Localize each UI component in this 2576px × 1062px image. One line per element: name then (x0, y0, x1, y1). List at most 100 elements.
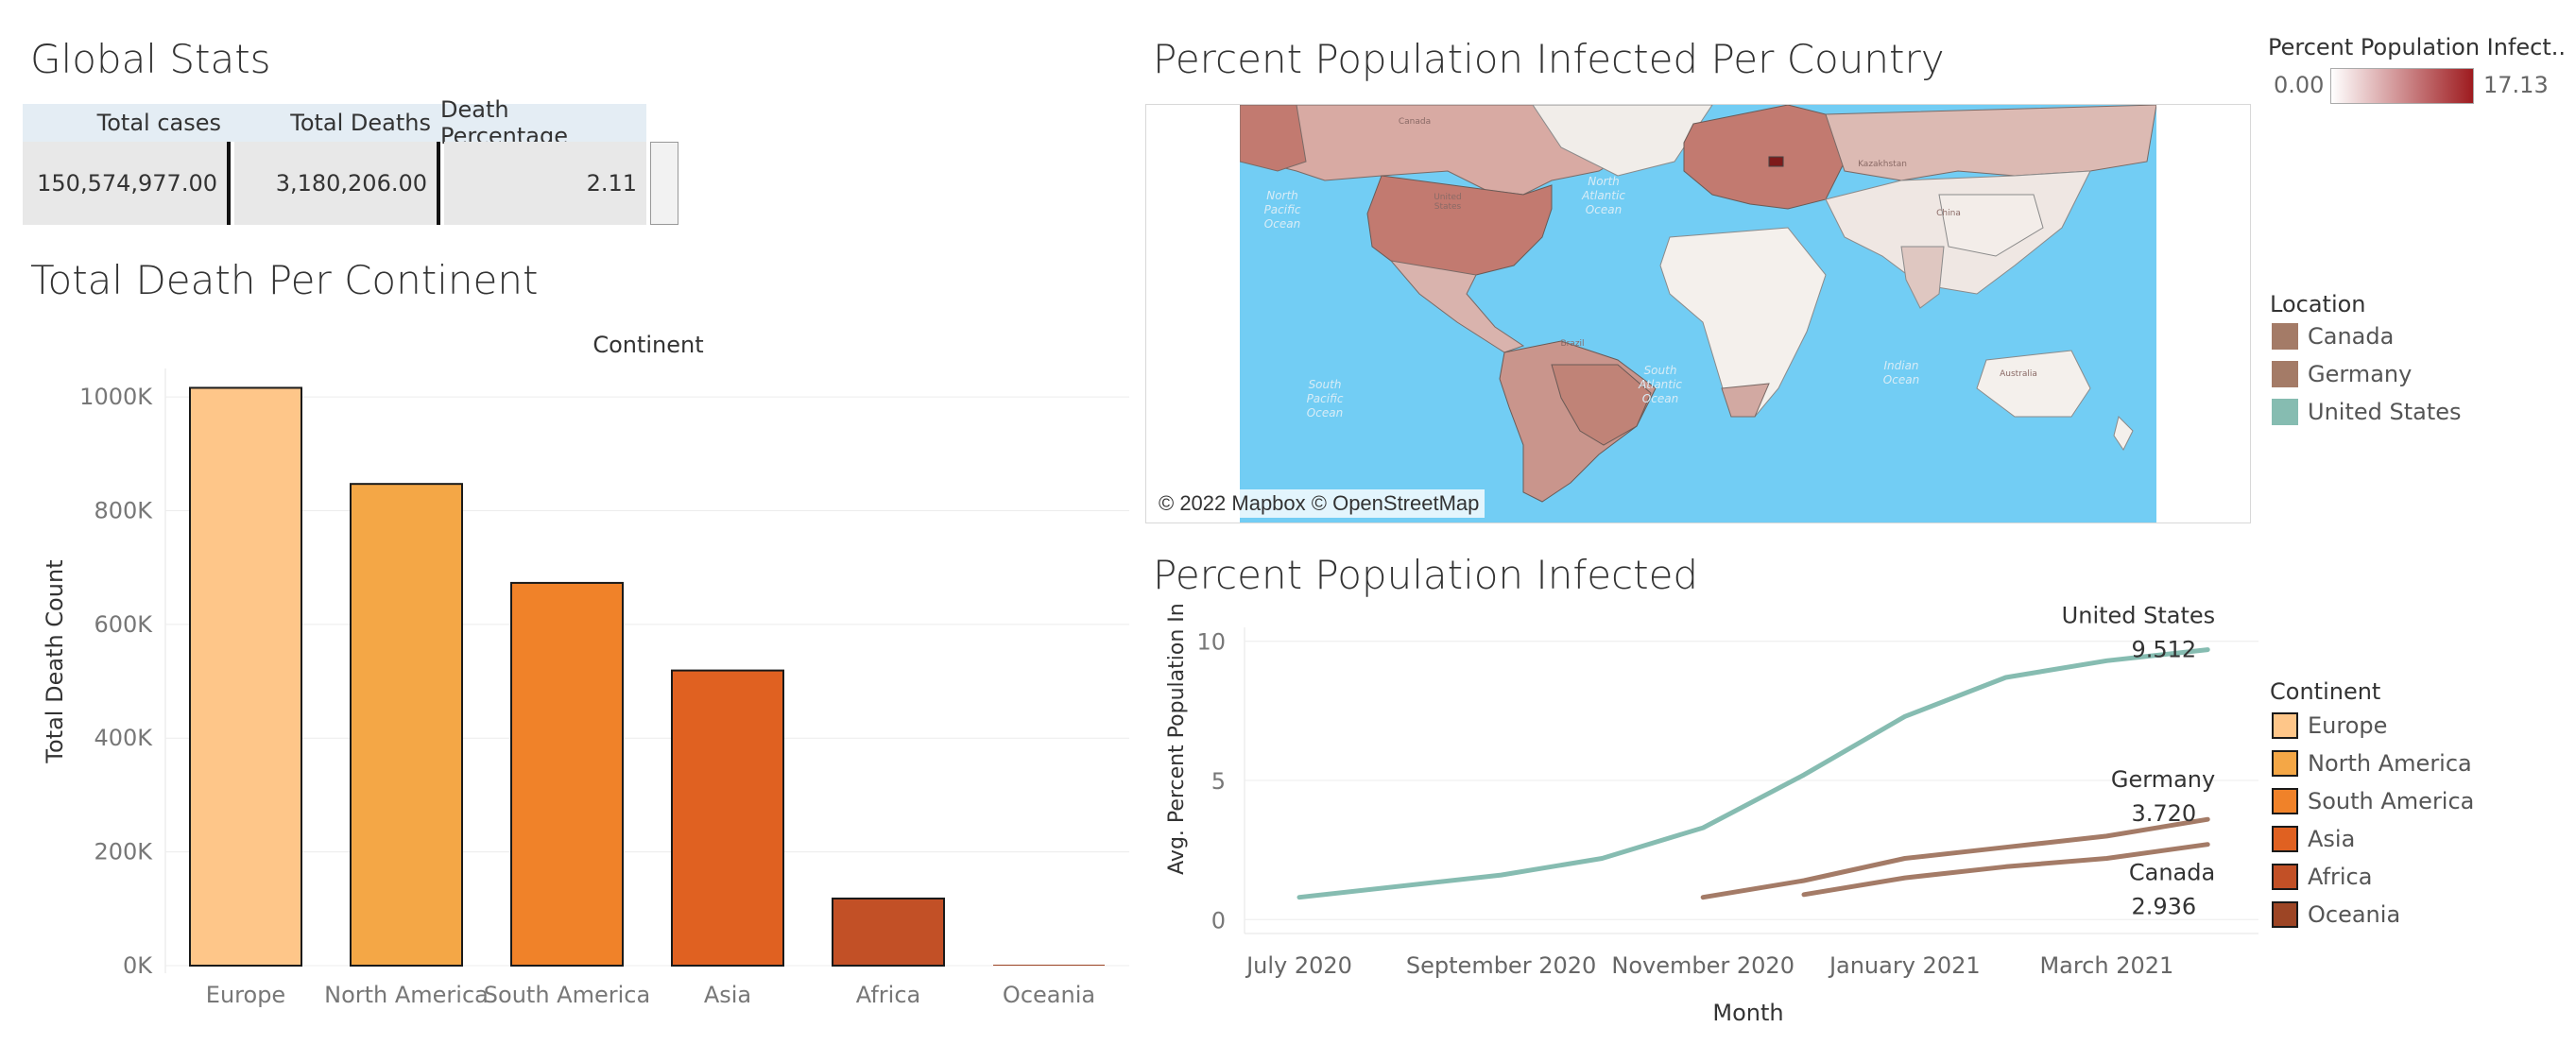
color-legend-max: 17.13 (2483, 72, 2549, 98)
label-south-atlantic: South Atlantic Ocean (1638, 364, 1682, 405)
total-deaths-value: 3,180,206.00 (234, 142, 440, 225)
legend-label-canada[interactable]: Canada (2308, 323, 2395, 350)
label-north-pacific: North Pacific Ocean (1264, 189, 1301, 231)
bar-x-tick-label: Oceania (1003, 982, 1095, 1008)
world-map[interactable]: North Pacific Ocean North Atlantic Ocean Sou… (1240, 105, 2156, 522)
legend-swatch-united-states[interactable] (2272, 399, 2298, 425)
legend-swatch-north-america[interactable] (2272, 750, 2298, 777)
bar-column-header: Continent (592, 332, 703, 358)
legend-swatch-canada[interactable] (2272, 323, 2298, 350)
bar-x-tick-label: North America (324, 982, 489, 1008)
infection-line-chart: Avg. Percent Population Inf.. Month 0 5 10… (1165, 605, 2258, 1026)
legend-label-europe[interactable]: Europe (2308, 712, 2388, 739)
label-china: China (1936, 209, 1961, 218)
line-y-tick-label: 5 (1211, 768, 1226, 795)
global-stats-title: Global Stats (30, 36, 271, 82)
legend-label-oceania[interactable]: Oceania (2308, 901, 2401, 928)
legend-label-germany[interactable]: Germany (2308, 361, 2413, 387)
legend-swatch-europe[interactable] (2272, 712, 2298, 739)
line-end-label-value: 3.720 (2131, 800, 2196, 827)
label-united-states: United States (1434, 193, 1462, 212)
label-canada: Canada (1399, 117, 1431, 127)
total-cases-header: Total cases (23, 104, 231, 142)
country-australia (1976, 350, 2091, 418)
legend-label-asia[interactable]: Asia (2308, 826, 2356, 852)
bar-south-america (510, 581, 624, 967)
line-series-germany (1700, 816, 2210, 900)
bar-y-tick-label: 800K (94, 497, 153, 523)
map-attribution[interactable]: © 2022 Mapbox © OpenStreetMap (1153, 489, 1485, 518)
line-x-tick-label: September 2020 (1406, 952, 1596, 979)
line-x-tick-label: November 2020 (1611, 952, 1795, 979)
bar-y-tick-label: 0K (123, 952, 153, 979)
label-south-pacific: South Pacific Ocean (1307, 378, 1344, 420)
bar-africa (832, 897, 945, 967)
color-legend-gradient (2330, 68, 2474, 104)
continent-bar-chart: Continent Total Death Count 0K 200K 400K 60… (42, 332, 1129, 1008)
country-united-states (1366, 175, 1553, 276)
country-europe (1683, 105, 1846, 210)
legend-swatch-africa[interactable] (2272, 864, 2298, 890)
continent-chart-title: Total Death Per Continent (30, 257, 539, 303)
bar-y-tick-label: 400K (94, 725, 153, 751)
line-y-tick-label: 0 (1211, 907, 1226, 934)
table-scroll-handle[interactable] (650, 142, 678, 225)
continent-legend-title: Continent (2270, 678, 2381, 705)
bar-x-tick-label: Africa (856, 982, 920, 1008)
line-series-united-states (1297, 647, 2210, 900)
label-kazakhstan: Kazakhstan (1858, 160, 1907, 169)
color-legend-min: 0.00 (2274, 72, 2325, 98)
legend-label-south-america[interactable]: South America (2308, 788, 2475, 814)
line-end-label-value: 9.512 (2131, 637, 2196, 663)
legend-label-africa[interactable]: Africa (2308, 864, 2373, 890)
line-x-tick-label: March 2021 (2039, 952, 2173, 979)
bar-x-tick-label: South America (484, 982, 650, 1008)
bar-x-tick-label: Asia (704, 982, 751, 1008)
legend-swatch-oceania[interactable] (2272, 901, 2298, 928)
line-x-tick-label: July 2020 (1245, 952, 1352, 979)
country-new-zealand (2113, 416, 2134, 451)
line-x-tick-label: January 2021 (1828, 952, 1981, 979)
total-deaths-header: Total Deaths (231, 104, 440, 142)
location-legend-title: Location (2270, 291, 2366, 317)
legend-swatch-south-america[interactable] (2272, 788, 2298, 814)
line-end-label-name: Canada (2129, 860, 2215, 886)
line-section-title: Percent Population Infected (1153, 552, 1699, 598)
line-y-tick-label: 10 (1196, 629, 1226, 656)
country-china (1938, 194, 2044, 257)
death-percentage-value: 2.11 (444, 142, 646, 225)
line-end-label-name: Germany (2111, 766, 2215, 793)
label-brazil: Brazil (1560, 339, 1584, 349)
map-title: Percent Population Infected Per Country (1153, 36, 1945, 82)
country-south-africa (1721, 383, 1770, 418)
bar-north-america (350, 483, 463, 967)
country-alaska (1240, 105, 1307, 172)
line-end-label-name: United States (2062, 605, 2216, 629)
total-cases-value: 150,574,977.00 (23, 142, 231, 225)
bar-y-tick-label: 1000K (79, 384, 153, 410)
line-end-label-value: 2.936 (2131, 894, 2196, 920)
legend-label-united-states[interactable]: United States (2308, 399, 2462, 425)
label-indian-ocean: Indian Ocean (1883, 359, 1919, 386)
country-mexico (1389, 260, 1525, 353)
legend-label-north-america[interactable]: North America (2308, 750, 2472, 777)
bar-y-tick-label: 600K (94, 611, 153, 638)
bar-y-tick-label: 200K (94, 839, 153, 865)
bar-y-axis-label: Total Death Count (42, 559, 68, 763)
death-percentage-header: Death Percentage (440, 96, 646, 149)
country-brazil (1551, 364, 1652, 446)
country-india (1900, 246, 1945, 309)
label-north-atlantic: North Atlantic Ocean (1581, 175, 1625, 216)
bar-x-tick-label: Europe (206, 982, 285, 1008)
country-czechia (1768, 156, 1784, 167)
bar-asia (671, 669, 784, 967)
country-greenland (1532, 105, 1713, 177)
label-australia: Australia (2000, 369, 2037, 379)
legend-swatch-asia[interactable] (2272, 826, 2298, 852)
line-series-canada (1801, 842, 2210, 898)
bar-europe (189, 386, 302, 967)
legend-swatch-germany[interactable] (2272, 361, 2298, 387)
line-y-axis-label: Avg. Percent Population Inf.. (1165, 605, 1189, 875)
color-legend-title: Percent Population Infect.. (2268, 34, 2567, 60)
bar-oceania (993, 965, 1105, 966)
